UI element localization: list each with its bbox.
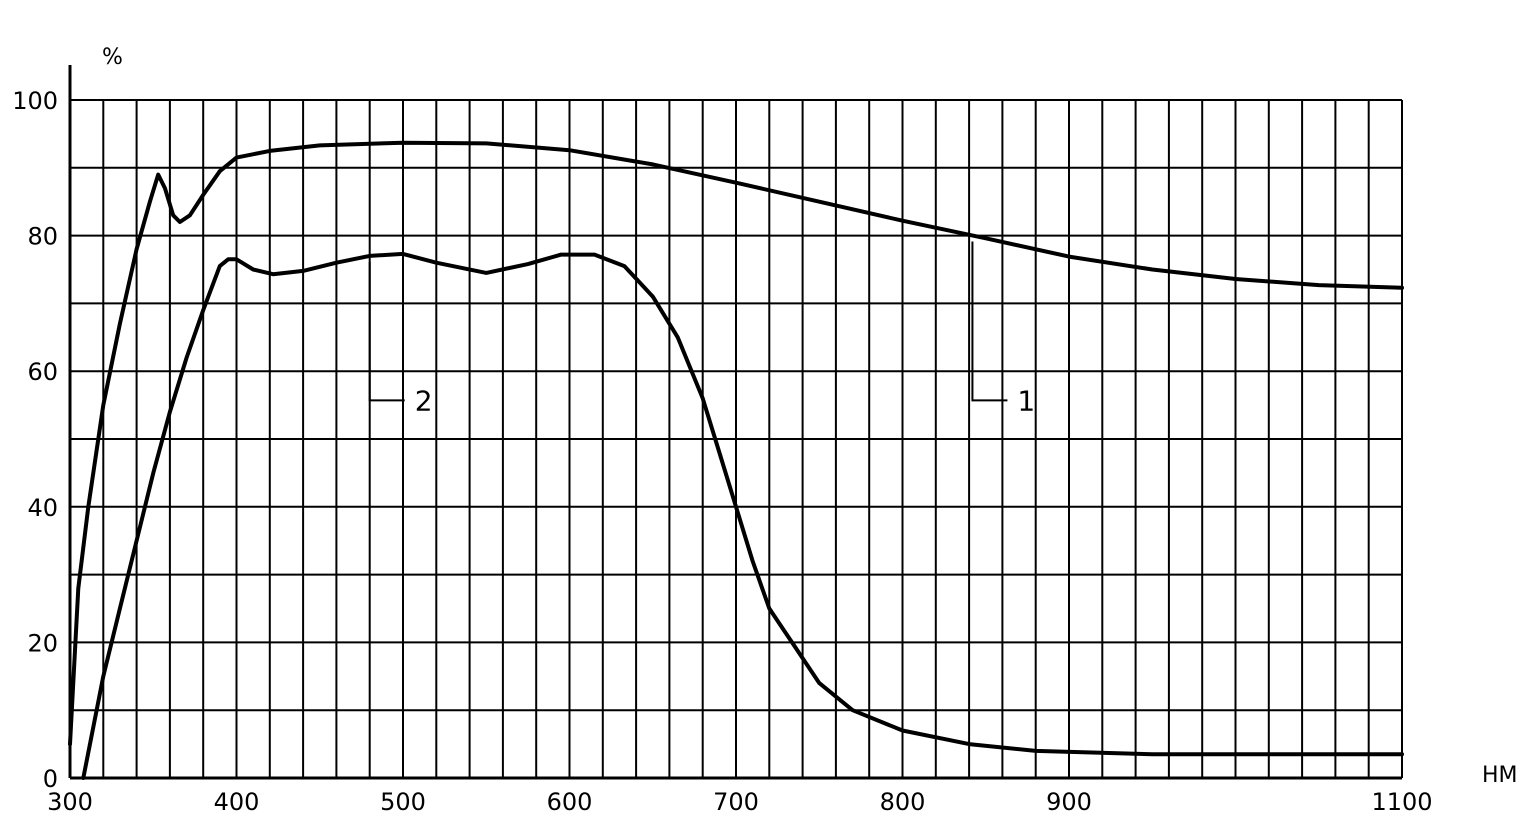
callout-leader-2	[368, 261, 405, 402]
x-tick-labels: 300 400 500 600 700 800 900 1100	[47, 788, 1432, 816]
callout-leader-1	[971, 241, 1008, 402]
x-axis-unit: HM	[1482, 763, 1518, 788]
y-tick-label: 40	[27, 494, 58, 522]
y-tick-label: 100	[12, 87, 58, 115]
series-callouts: 12	[368, 241, 1035, 417]
series-line-1	[68, 140, 1404, 747]
x-tick-label: 400	[214, 788, 260, 816]
x-tick-label: 800	[880, 788, 926, 816]
x-tick-label: 600	[547, 788, 593, 816]
y-tick-label: 0	[43, 765, 58, 793]
axes	[68, 65, 1402, 780]
series-layer	[68, 140, 1404, 780]
callout-label-1: 1	[1017, 384, 1035, 417]
x-tick-label: 900	[1046, 788, 1092, 816]
x-tick-label: 1100	[1371, 788, 1432, 816]
y-axis-unit: %	[102, 45, 123, 70]
y-tick-labels: 0 20 40 60 80 100	[12, 87, 58, 793]
series-line-2	[81, 251, 1404, 780]
y-tick-label: 20	[27, 629, 58, 657]
y-tick-label: 60	[27, 358, 58, 386]
callout-label-2: 2	[415, 384, 433, 417]
grid	[70, 99, 1403, 778]
x-tick-label: 700	[713, 788, 759, 816]
y-tick-label: 80	[27, 223, 58, 251]
x-tick-label: 300	[47, 788, 93, 816]
x-tick-label: 500	[380, 788, 426, 816]
